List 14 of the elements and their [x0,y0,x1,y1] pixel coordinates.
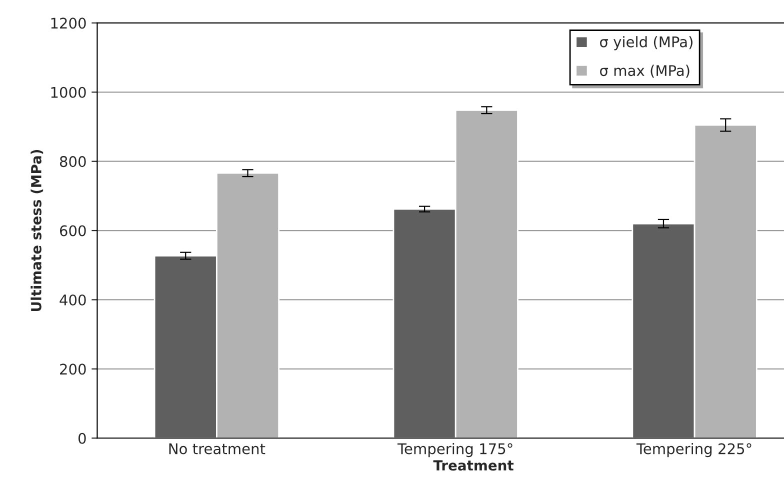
x-tick-label: Tempering 175° [398,442,512,458]
y-tick-label: 0 [78,432,86,444]
legend-label: σ yield (MPa) [600,36,692,50]
y-tick-label: 800 [60,156,86,168]
y-tick-label: 200 [60,364,86,375]
y-tick-label: 1000 [51,86,86,98]
legend-label: σ max (MPa) [600,64,690,78]
y-tick-label: 600 [60,225,86,236]
x-axis-title: Treatment [433,460,514,471]
y-tick-label: 1200 [51,18,86,29]
x-tick-label: Tempering 225° [636,442,752,458]
x-tick-label: No treatment [169,443,266,454]
y-tick-label: 400 [60,294,86,306]
y-axis-title: Ultimate stess (MPa) [30,150,44,312]
